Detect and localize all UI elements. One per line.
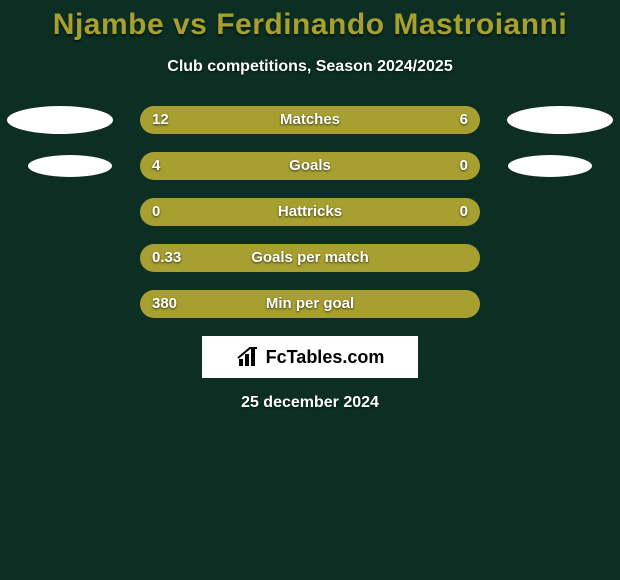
player-left-badge bbox=[28, 155, 112, 177]
bar-chart-icon bbox=[236, 345, 260, 369]
metric-row: Goals40 bbox=[0, 152, 620, 180]
player-left-badge bbox=[7, 106, 113, 134]
page-title: Njambe vs Ferdinando Mastroianni bbox=[0, 0, 620, 42]
bar-full bbox=[140, 244, 480, 272]
bar-left bbox=[140, 152, 405, 180]
bar-full bbox=[140, 198, 480, 226]
bar-right bbox=[367, 106, 480, 134]
date-label: 25 december 2024 bbox=[0, 394, 620, 412]
logo-box[interactable]: FcTables.com bbox=[202, 336, 418, 378]
bar-right bbox=[405, 152, 480, 180]
bar-track: Min per goal380 bbox=[140, 290, 480, 318]
bar-track: Hattricks00 bbox=[140, 198, 480, 226]
bar-track: Goals per match0.33 bbox=[140, 244, 480, 272]
bar-left bbox=[140, 106, 367, 134]
metric-row: Min per goal380 bbox=[0, 290, 620, 318]
logo-text: FcTables.com bbox=[266, 347, 385, 368]
player-right-badge bbox=[508, 155, 592, 177]
metric-row: Matches126 bbox=[0, 106, 620, 134]
bar-full bbox=[140, 290, 480, 318]
subtitle: Club competitions, Season 2024/2025 bbox=[0, 58, 620, 76]
comparison-infographic: Njambe vs Ferdinando Mastroianni Club co… bbox=[0, 0, 620, 580]
bar-track: Goals40 bbox=[140, 152, 480, 180]
metric-row: Goals per match0.33 bbox=[0, 244, 620, 272]
metric-row: Hattricks00 bbox=[0, 198, 620, 226]
bar-track: Matches126 bbox=[140, 106, 480, 134]
metrics-container: Matches126 Goals40 Hattricks00 Goals per ma… bbox=[0, 106, 620, 318]
player-right-badge bbox=[507, 106, 613, 134]
